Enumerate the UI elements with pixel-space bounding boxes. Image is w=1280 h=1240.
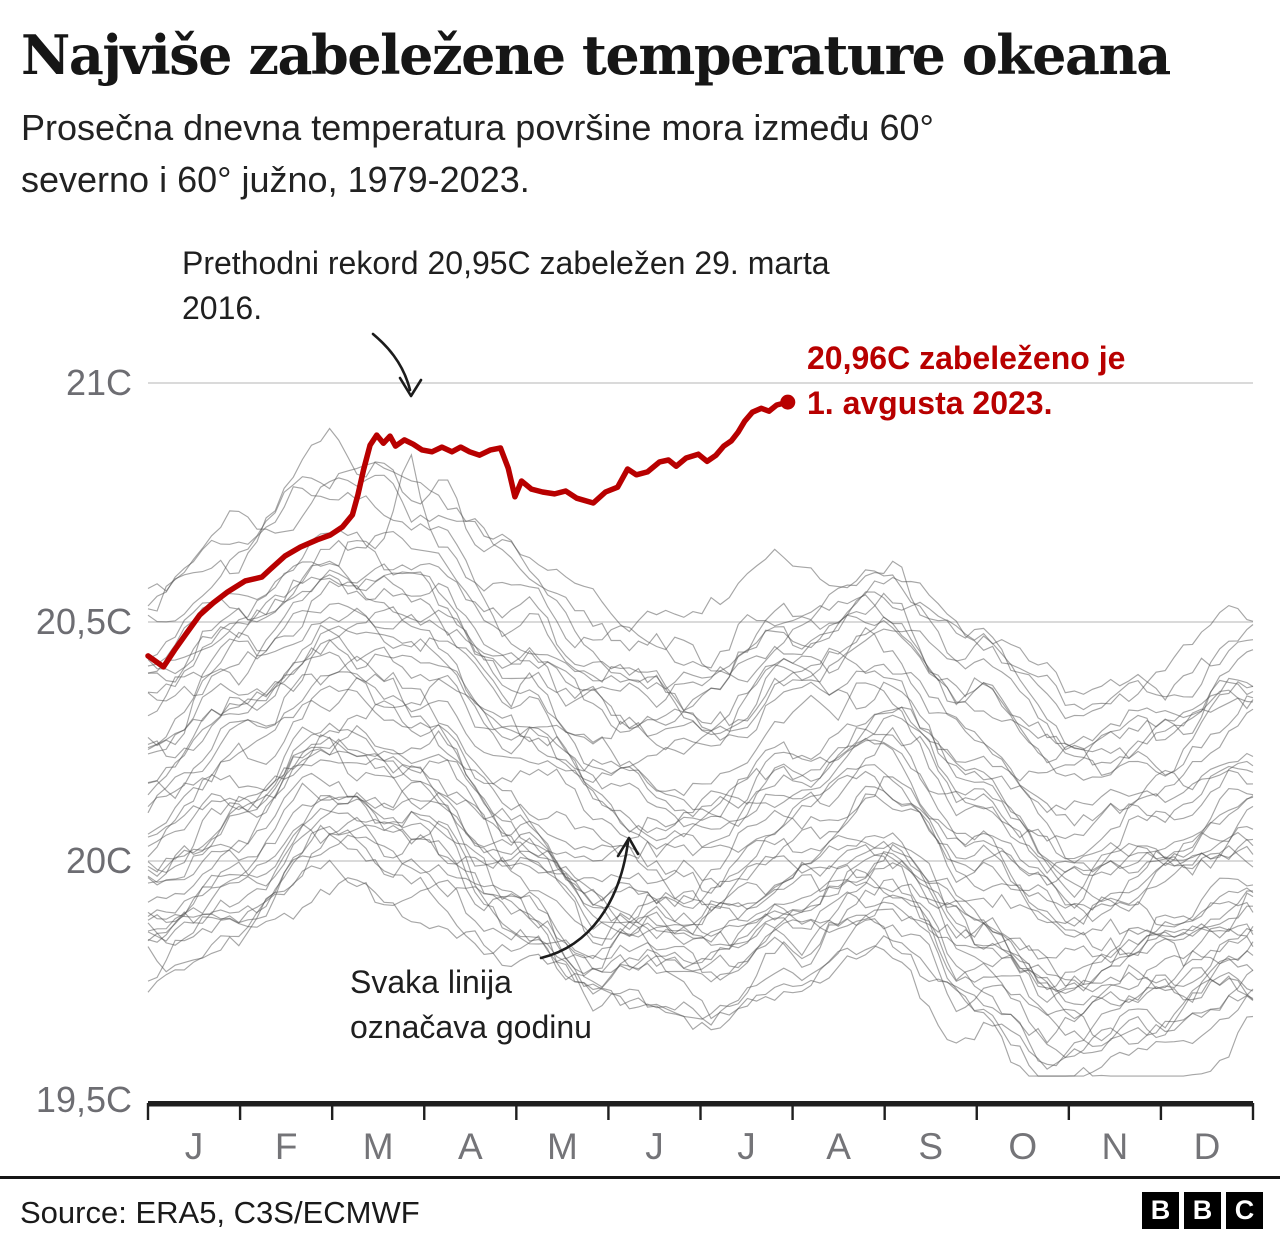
year-line [147,655,1254,910]
x-axis-tick [146,1103,150,1120]
year-lines-1979-2022 [147,427,1254,1077]
arrow-to-previous-record [371,332,423,398]
arrow-to-year-lines [539,836,640,960]
year-line [147,676,1254,905]
year-line [147,734,1254,993]
x-axis-tick [1067,1103,1071,1120]
year-line [147,729,1254,925]
year-line [147,700,1254,927]
year-line [147,834,1254,1042]
year-line [147,427,1254,711]
year-line [147,651,1254,886]
year-line [147,685,1253,938]
year-line [147,671,1254,923]
year-line [147,530,1254,764]
line-2023 [145,394,796,670]
year-line [147,453,1254,777]
year-line [147,824,1254,1067]
year-line [147,474,1254,720]
year-line [147,825,1254,1077]
x-axis-tick [791,1103,794,1120]
x-axis-tick [607,1103,610,1120]
year-line [147,461,1254,702]
x-axis-tick [883,1103,886,1120]
year-line [147,736,1253,964]
year-line [147,574,1254,782]
x-axis-tick [1159,1103,1163,1120]
year-line [147,772,1254,1006]
x-axis-tick [423,1103,426,1120]
x-axis-tick [515,1103,518,1120]
record-point-dot [780,394,796,410]
year-line [147,625,1254,873]
year-line [147,780,1254,957]
x-axis-tick [1251,1103,1255,1120]
year-line [147,639,1254,899]
year-line [147,859,1254,1070]
year-line [147,748,1254,992]
year-line [147,624,1254,875]
year-line [147,807,1254,1047]
year-line [147,791,1254,995]
year-line [147,722,1254,991]
x-axis-tick [330,1103,334,1120]
year-line [147,606,1254,842]
year-line [147,569,1254,814]
year-line [147,607,1254,860]
year-line [147,563,1254,827]
year-line [147,486,1254,781]
gridlines [148,382,1253,862]
x-axis-tick [238,1103,242,1120]
x-axis [146,1101,1255,1120]
year-line [147,757,1254,1004]
year-line [147,824,1254,1044]
line-2023-path [145,399,791,670]
x-axis-tick [975,1103,978,1120]
x-axis-tick [699,1103,702,1120]
